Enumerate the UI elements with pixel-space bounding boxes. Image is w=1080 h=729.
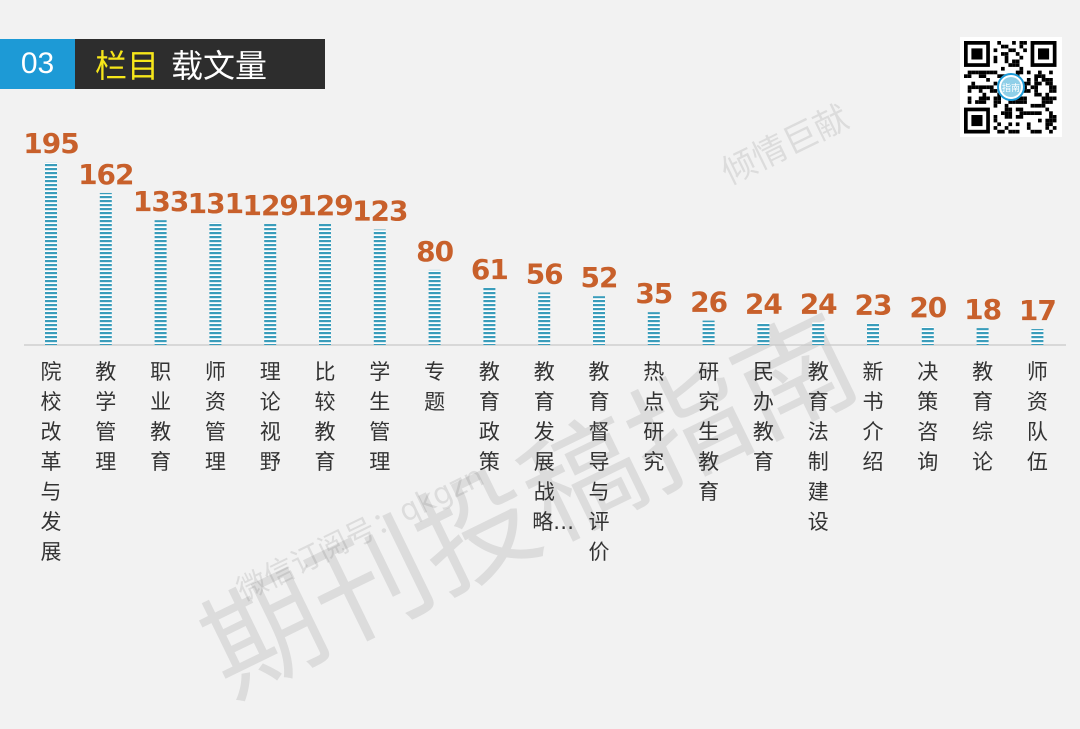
category-label: 教育政策: [478, 360, 500, 474]
bar-value-label: 56: [526, 257, 563, 290]
category-label: 教育综论: [972, 360, 994, 474]
category-label: 教育督导与评价: [588, 360, 610, 564]
bar: [154, 220, 167, 345]
qr-logo-text: 指南: [1002, 82, 1020, 94]
section-title-rest: 载文量: [171, 47, 268, 85]
bar-value-label: 52: [581, 261, 618, 294]
bar: [373, 229, 386, 345]
bar: [647, 312, 660, 345]
bar: [757, 322, 770, 345]
bar-value-label: 195: [23, 127, 78, 160]
category-label: 理论视野: [259, 360, 281, 474]
category-label: 民办教育: [752, 360, 774, 474]
bar-value-label: 20: [909, 291, 946, 324]
bar-value-label: 61: [471, 253, 508, 286]
bar-value-label: 162: [78, 158, 133, 191]
bar: [702, 320, 715, 345]
bar: [264, 223, 277, 345]
section-title-highlight: 栏目: [95, 47, 160, 85]
category-label: 专题: [424, 360, 446, 414]
category-label: 师资队伍: [1026, 360, 1048, 474]
category-label: 师资管理: [204, 360, 226, 474]
bar: [1031, 329, 1044, 345]
category-label: 新书介绍: [862, 360, 884, 474]
bar-value-label: 17: [1019, 294, 1056, 327]
category-label: 热点研究: [643, 360, 665, 474]
bar-value-label: 129: [297, 189, 352, 222]
section-title: 栏目 载文量: [75, 39, 325, 89]
bar-value-label: 129: [242, 189, 297, 222]
bar-value-label: 18: [964, 293, 1001, 326]
bar: [976, 328, 989, 345]
bar-value-label: 131: [188, 187, 243, 220]
bar-value-label: 23: [855, 288, 892, 321]
bar: [483, 287, 496, 345]
category-label: 教育发展战略…: [532, 360, 575, 534]
bar-value-label: 26: [690, 286, 727, 319]
category-label: 学生管理: [369, 360, 391, 474]
bar-value-label: 35: [635, 277, 672, 310]
bar: [45, 162, 57, 345]
bar: [812, 322, 825, 345]
category-label: 院校改革与发展: [40, 360, 62, 564]
qr-code: 指南: [960, 37, 1062, 137]
bar-value-label: 24: [745, 287, 782, 320]
bar: [319, 223, 331, 345]
bar-value-label: 24: [800, 287, 837, 320]
qr-code-image: 指南: [964, 41, 1057, 134]
bar: [209, 222, 222, 345]
bar-value-label: 80: [416, 235, 453, 268]
bar: [593, 296, 605, 345]
bar-value-label: 133: [133, 185, 188, 218]
category-label: 决策咨询: [917, 360, 939, 474]
category-label: 研究生教育: [698, 360, 720, 504]
category-label: 比较教育: [314, 360, 336, 474]
bar-value-label: 123: [352, 195, 407, 228]
category-label: 职业教育: [150, 360, 172, 474]
bar: [867, 323, 879, 345]
bar: [99, 192, 112, 345]
section-number: 03: [0, 39, 75, 89]
bar: [538, 292, 551, 345]
category-label: 教育法制建设: [807, 360, 829, 534]
bar: [428, 269, 441, 345]
category-label: 教学管理: [95, 360, 117, 474]
bar: [921, 326, 934, 345]
